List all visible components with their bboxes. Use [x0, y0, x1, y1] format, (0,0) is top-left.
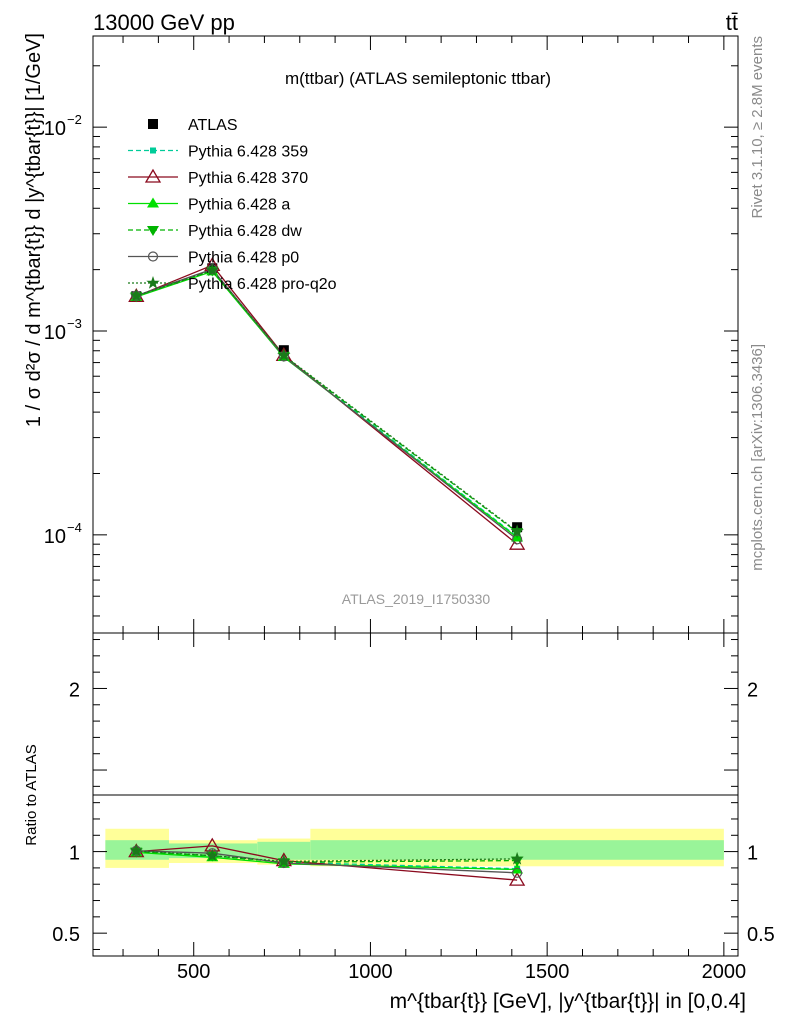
main-data-point	[512, 534, 523, 545]
legend-label: Pythia 6.428 pro-q2o	[188, 276, 337, 293]
ratio-data-point	[205, 848, 219, 862]
ratio-series-line	[136, 851, 518, 871]
x-tick-label: 500	[177, 961, 210, 983]
legend-marker	[147, 251, 159, 262]
ratio-y-tick-label: 1	[69, 843, 80, 865]
main-series-line	[136, 264, 518, 545]
main-data-point	[508, 535, 526, 550]
legend-marker	[144, 168, 162, 183]
header-left-label: 13000 GeV pp	[93, 10, 235, 35]
ratio-series-layer	[128, 837, 526, 886]
main-y-tick-label: 10	[44, 322, 66, 344]
main-series-layer	[128, 257, 526, 550]
main-data-point	[510, 524, 524, 537]
legend-label: Pythia 6.428 dw	[188, 223, 302, 240]
legend-label: Pythia 6.428 a	[188, 197, 290, 214]
ratio-y-axis-label: Ratio to ATLAS	[23, 744, 40, 845]
x-tick-label: 2000	[702, 961, 747, 983]
analysis-watermark: ATLAS_2019_I1750330	[342, 591, 491, 607]
ratio-data-point	[129, 843, 143, 857]
main-data-point	[277, 348, 291, 361]
main-y-tick-exponent: −2	[67, 112, 82, 127]
legend-label: Pythia 6.428 p0	[188, 250, 299, 267]
ratio-axis-ticks: 0.5 0.5 1 1 2 2 500 1000 1500 2000	[52, 633, 775, 983]
ratio-data-point	[512, 867, 523, 878]
mcplots-source-label: mcplots.cern.ch [arXiv:1306.3436]	[749, 344, 766, 571]
ratio-y-tick-label: 0.5	[52, 924, 80, 946]
legend-label: ATLAS	[188, 117, 238, 134]
legend-marker	[147, 197, 159, 208]
legend-marker	[147, 226, 159, 236]
main-axis-ticks: 10−410−310−2	[44, 36, 738, 633]
ratio-band-inner	[310, 840, 724, 860]
main-y-tick-label: 10	[44, 526, 66, 548]
legend-marker	[150, 147, 156, 154]
ratio-uncertainty-bands	[105, 828, 724, 868]
ratio-band-inner	[257, 841, 311, 860]
ratio-series-line	[136, 845, 518, 881]
main-series-line	[136, 269, 518, 538]
main-data-point	[129, 288, 143, 302]
main-data-point	[205, 263, 219, 277]
ratio-series-line	[136, 850, 518, 874]
legend: ATLAS Pythia 6.428 359 Pythia 6.428 370 Pyt…	[128, 117, 337, 293]
legend-marker	[148, 119, 158, 129]
ratio-series-line	[136, 850, 518, 863]
main-panel: 10−410−310−2 m(ttbar) (ATLAS semileptoni…	[23, 33, 739, 634]
x-axis-label: m^{tbar{t}} [GeV], |y^{tbar{t}}| in [0,0…	[390, 990, 746, 1013]
legend-label: Pythia 6.428 359	[188, 144, 308, 161]
main-series-line	[136, 269, 518, 532]
legend-label: Pythia 6.428 370	[188, 170, 308, 187]
ratio-y-tick-label: 2	[69, 679, 80, 701]
ratio-data-point	[510, 851, 524, 865]
ratio-plot-frame	[92, 632, 739, 957]
x-tick-label: 1000	[348, 961, 393, 983]
main-y-axis-label: 1 / σ d²σ / d m^{tbar{t}} d |y^{tbar{t}}…	[23, 33, 45, 427]
ratio-data-point	[508, 871, 526, 886]
main-y-tick-exponent: −3	[67, 316, 82, 331]
rivet-version-label: Rivet 3.1.10, ≥ 2.8M events	[749, 36, 766, 219]
ratio-data-point	[277, 854, 291, 867]
main-plot-title: m(ttbar) (ATLAS semileptonic ttbar)	[285, 69, 551, 88]
main-y-tick-exponent: −4	[67, 520, 82, 535]
main-series-line	[136, 268, 518, 540]
x-tick-label: 1500	[525, 961, 570, 983]
legend-marker	[146, 276, 160, 289]
ratio-y-tick-label-right: 1	[747, 843, 758, 865]
header-right-label: tt̄	[726, 10, 738, 35]
main-y-tick-label: 10	[44, 118, 66, 140]
ratio-panel: 0.5 0.5 1 1 2 2 500 1000 1500 2000 Ratio to ATLAS…	[23, 632, 775, 1013]
ratio-y-tick-label-right: 2	[747, 679, 758, 701]
ratio-y-tick-label-right: 0.5	[747, 924, 775, 946]
